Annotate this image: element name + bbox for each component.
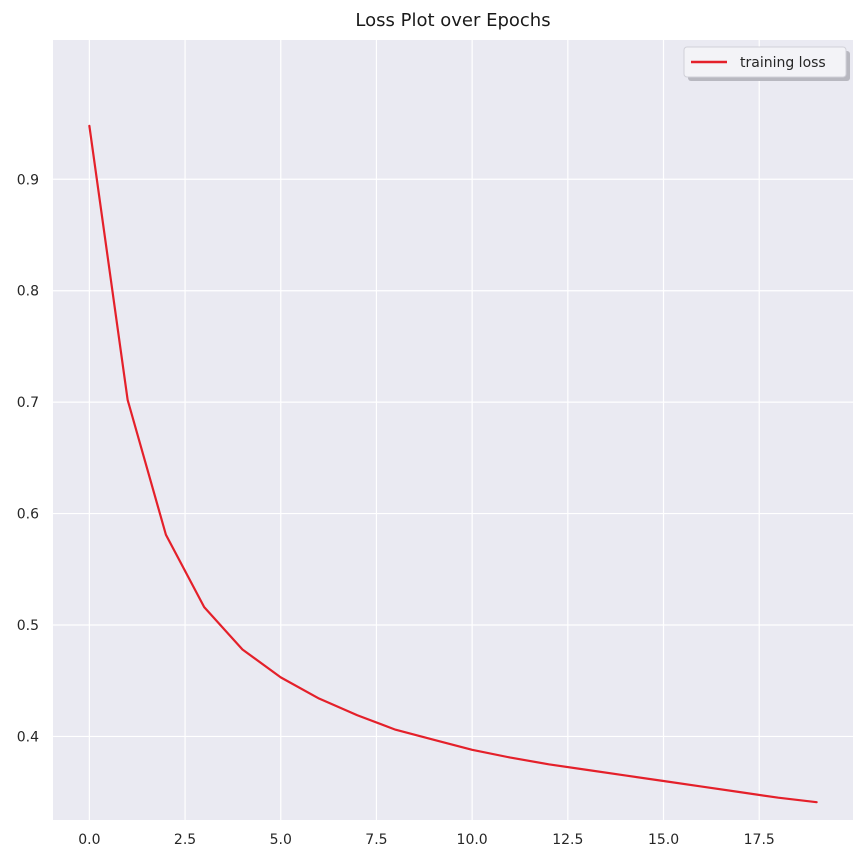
y-tick-label: 0.6 xyxy=(17,507,39,523)
plot-area xyxy=(53,40,853,820)
legend: training loss xyxy=(683,46,850,81)
x-tick-label: 7.5 xyxy=(365,832,387,848)
y-tick-label: 0.5 xyxy=(17,618,39,634)
y-tick-label: 0.7 xyxy=(17,395,39,411)
x-tick-label: 0.0 xyxy=(78,832,100,848)
axis-ticks: 0.0 2.5 5.0 7.5 10.0 12.5 15.0 17.5 0.4 0.5 0.6 0.7… xyxy=(17,172,775,848)
legend-label: training loss xyxy=(740,55,826,71)
legend-box xyxy=(683,46,847,78)
x-tick-label: 2.5 xyxy=(174,832,196,848)
y-tick-label: 0.4 xyxy=(17,729,39,745)
y-tick-label: 0.9 xyxy=(17,172,39,188)
x-tick-label: 5.0 xyxy=(270,832,292,848)
x-tick-label: 15.0 xyxy=(648,832,679,848)
chart-title: Loss Plot over Epochs xyxy=(355,10,550,31)
x-tick-label: 17.5 xyxy=(744,832,775,848)
x-tick-label: 12.5 xyxy=(552,832,583,848)
series-line-training-loss xyxy=(88,124,818,804)
grid xyxy=(53,40,853,820)
x-tick-label: 10.0 xyxy=(457,832,488,848)
series-layer xyxy=(88,124,818,804)
y-tick-label: 0.8 xyxy=(17,284,39,300)
